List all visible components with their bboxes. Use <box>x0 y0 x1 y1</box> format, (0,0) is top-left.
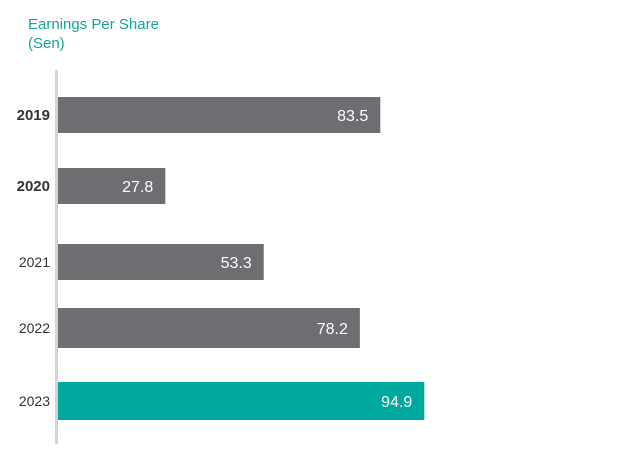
value-label-2023: 94.9 <box>381 394 412 411</box>
value-label-2021: 53.3 <box>221 255 252 272</box>
chart-title-line-2: (Sen) <box>28 35 65 52</box>
category-label-2023: 2023 <box>19 393 50 409</box>
value-label-2020: 27.8 <box>122 179 153 196</box>
value-label-2022: 78.2 <box>317 321 348 338</box>
bar-2019 <box>58 97 381 133</box>
bars-group: 2019 83.5 2020 27.8 2021 53.3 2022 78.2 2023 94.9 <box>17 97 425 420</box>
category-label-2021: 2021 <box>19 254 50 270</box>
value-label-2019: 83.5 <box>337 108 368 125</box>
chart-title: Earnings Per Share (Sen) <box>28 15 159 53</box>
bar-2021 <box>58 244 264 280</box>
category-label-2022: 2022 <box>19 320 50 336</box>
category-label-2019: 2019 <box>17 107 50 124</box>
bar-2020 <box>58 168 166 204</box>
chart-title-line-1: Earnings Per Share <box>28 16 159 33</box>
bar-2023 <box>58 382 425 420</box>
category-label-2020: 2020 <box>17 178 50 195</box>
bar-2022 <box>58 308 360 348</box>
